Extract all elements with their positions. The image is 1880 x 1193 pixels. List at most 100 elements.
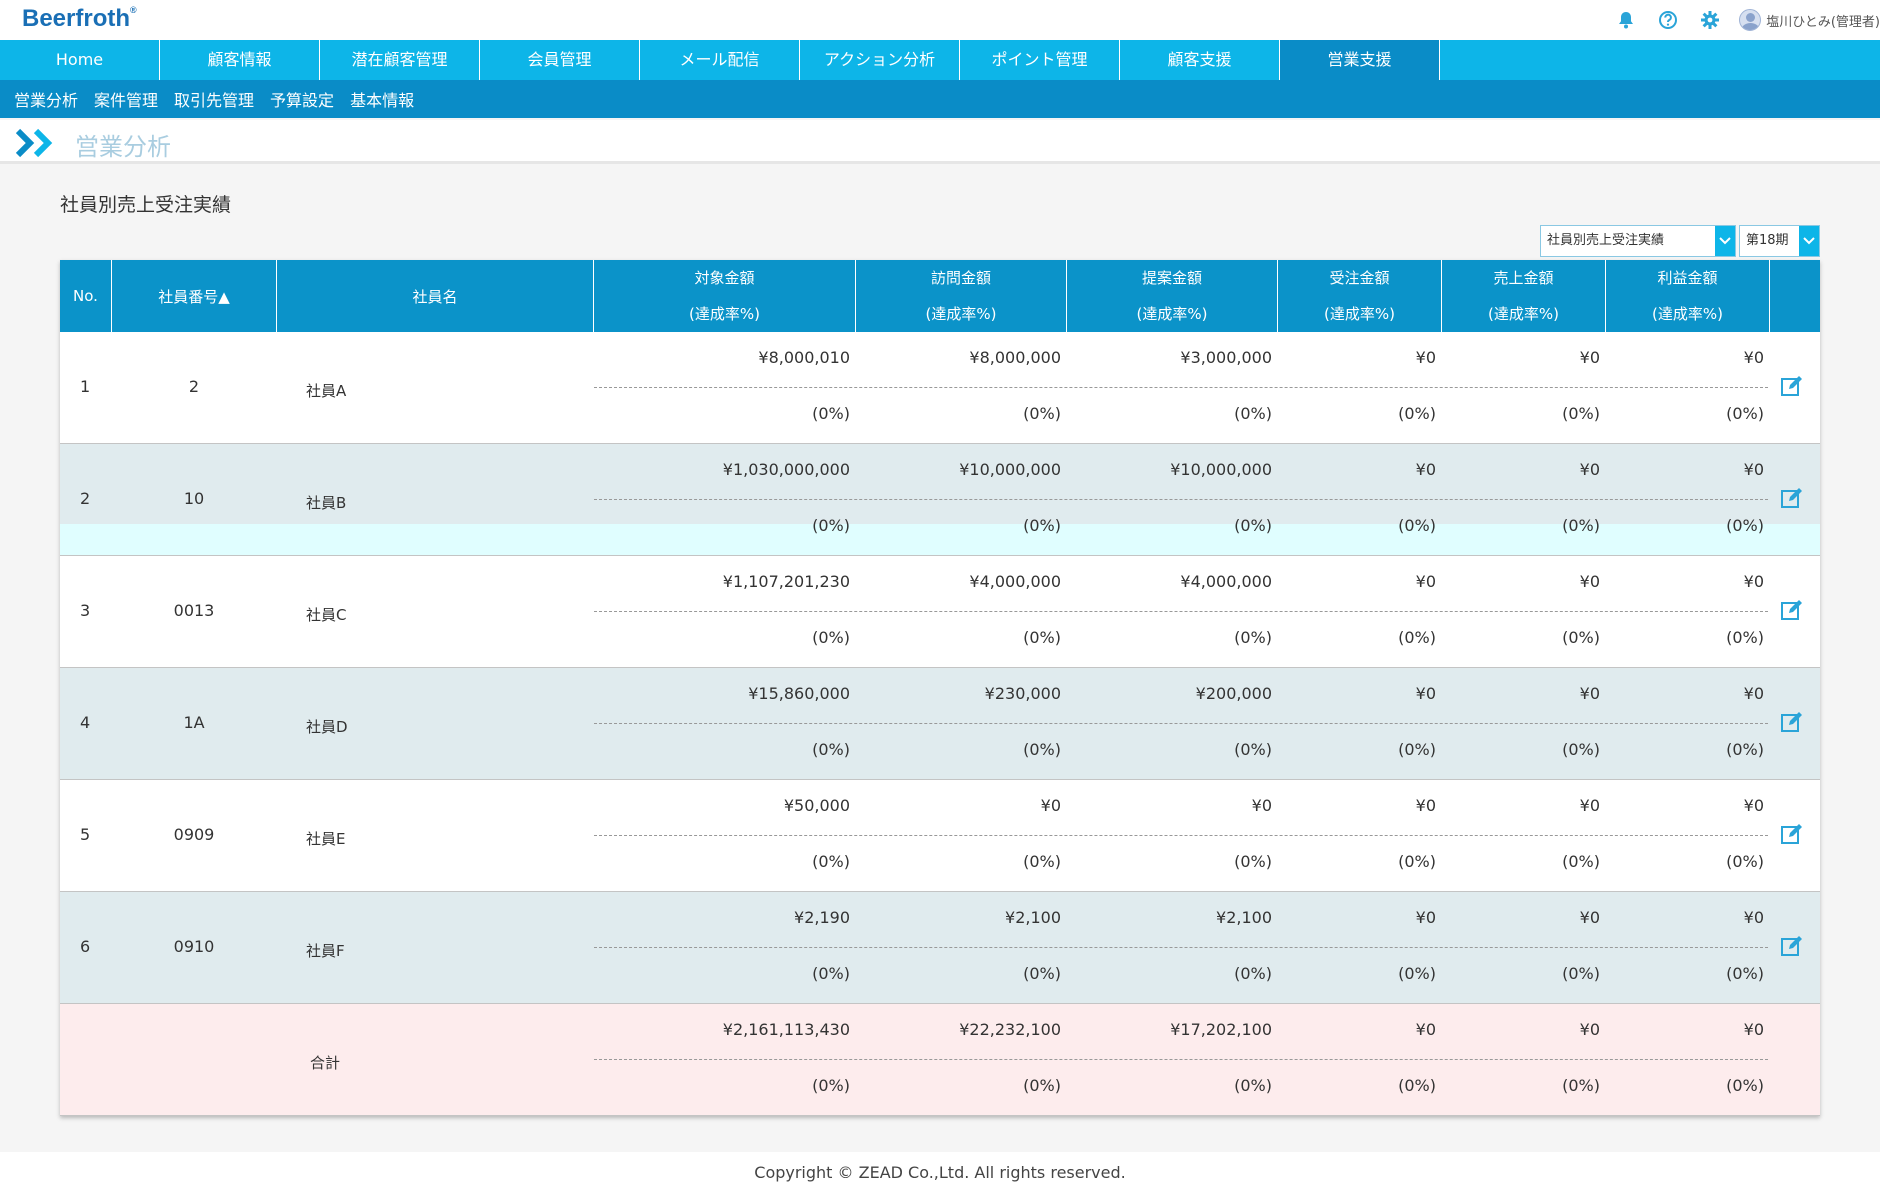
amount-cell: ¥8,000,000 (969, 348, 1061, 367)
amount-cell: ¥10,000,000 (959, 460, 1061, 479)
rate-cell: (0%) (1562, 1076, 1600, 1095)
col-target-amount: 対象金額 (達成率%) (594, 260, 856, 332)
nav-member-management[interactable]: 会員管理 (480, 40, 640, 80)
edit-icon[interactable] (1780, 710, 1804, 734)
rate-cell: (0%) (1562, 740, 1600, 759)
top-bar: Beerfroth® 塩川ひとみ(管理者) (0, 0, 1880, 40)
nav-customer-info[interactable]: 顧客情報 (160, 40, 320, 80)
amount-cell: ¥2,161,113,430 (722, 1020, 850, 1039)
table-row[interactable]: 5 0909 社員E ¥50,000 (0%) ¥0 (0%) ¥0 (0%) ¥0 (0%) ¥0 (… (60, 780, 1820, 892)
amount-cell: ¥2,100 (1216, 908, 1272, 927)
double-chevron-right-icon (15, 128, 58, 162)
row-number: 4 (80, 713, 91, 732)
col-employee-name: 社員名 (277, 260, 594, 332)
amount-cell: ¥0 (1579, 572, 1600, 591)
subnav-basic-info[interactable]: 基本情報 (350, 91, 415, 110)
rate-cell: (0%) (1562, 404, 1600, 423)
table-row[interactable]: 4 1A 社員D ¥15,860,000 (0%) ¥230,000 (0%) ¥200,00… (60, 668, 1820, 780)
amount-cell: ¥0 (1040, 796, 1061, 815)
rate-cell: (0%) (812, 404, 850, 423)
subnav-deal-management[interactable]: 案件管理 (94, 91, 159, 110)
row-divider (594, 947, 1768, 948)
rate-cell: (0%) (1023, 404, 1061, 423)
rate-cell: (0%) (1398, 404, 1436, 423)
employee-number: 1A (183, 713, 205, 732)
rate-cell: (0%) (1234, 1076, 1272, 1095)
amount-cell: ¥0 (1579, 1020, 1600, 1039)
logo[interactable]: Beerfroth® (22, 5, 137, 32)
nav-customer-support[interactable]: 顧客支援 (1120, 40, 1280, 80)
user-menu[interactable]: 塩川ひとみ(管理者) (1739, 9, 1880, 31)
rate-cell: (0%) (1726, 1076, 1764, 1095)
report-type-select[interactable]: 社員別売上受注実績 (1540, 225, 1736, 257)
amount-cell: ¥0 (1579, 348, 1600, 367)
table-row[interactable]: 2 10 社員B ¥1,030,000,000 (0%) ¥10,000,000 (0%) ¥… (60, 444, 1820, 556)
rate-cell: (0%) (1562, 516, 1600, 535)
total-label: 合計 (310, 1054, 341, 1072)
table-row[interactable]: 3 0013 社員C ¥1,107,201,230 (0%) ¥4,000,000 (0%)… (60, 556, 1820, 668)
rate-cell: (0%) (1023, 852, 1061, 871)
rate-cell: (0%) (1398, 740, 1436, 759)
edit-icon[interactable] (1780, 822, 1804, 846)
amount-cell: ¥1,030,000,000 (722, 460, 850, 479)
subnav-sales-analysis[interactable]: 営業分析 (14, 91, 79, 110)
amount-cell: ¥0 (1415, 796, 1436, 815)
edit-icon[interactable] (1780, 374, 1804, 398)
col-sales-amount: 売上金額 (達成率%) (1442, 260, 1606, 332)
rate-cell: (0%) (1234, 964, 1272, 983)
nav-mail-delivery[interactable]: メール配信 (640, 40, 800, 80)
section-title: 社員別売上受注実績 (60, 194, 232, 216)
nav-prospect-management[interactable]: 潜在顧客管理 (320, 40, 480, 80)
edit-icon[interactable] (1780, 486, 1804, 510)
rate-cell: (0%) (1023, 740, 1061, 759)
employee-number: 2 (188, 377, 200, 396)
help-icon[interactable] (1655, 7, 1681, 33)
gear-icon[interactable] (1697, 7, 1723, 33)
amount-cell: ¥0 (1579, 684, 1600, 703)
employee-number: 0910 (173, 937, 215, 956)
amount-cell: ¥0 (1415, 348, 1436, 367)
edit-icon[interactable] (1780, 598, 1804, 622)
rate-cell: (0%) (812, 628, 850, 647)
amount-cell: ¥0 (1251, 796, 1272, 815)
row-number: 1 (80, 377, 91, 396)
bell-icon[interactable] (1613, 7, 1639, 33)
amount-cell: ¥0 (1743, 572, 1764, 591)
table-header: No. 社員番号▲ 社員名 対象金額 (達成率%) 訪問金額 (達成率%) 提案金額… (60, 260, 1820, 332)
rate-cell: (0%) (1234, 404, 1272, 423)
amount-cell: ¥8,000,010 (758, 348, 850, 367)
row-number: 2 (80, 489, 91, 508)
rate-cell: (0%) (1234, 628, 1272, 647)
period-select[interactable]: 第18期 (1739, 225, 1820, 257)
amount-cell: ¥0 (1579, 796, 1600, 815)
chevron-down-icon (1715, 226, 1735, 256)
amount-cell: ¥17,202,100 (1170, 1020, 1272, 1039)
main-nav: Home 顧客情報 潜在顧客管理 会員管理 メール配信 アクション分析 ポイント… (0, 40, 1880, 80)
rate-cell: (0%) (1726, 964, 1764, 983)
employee-number: 10 (183, 489, 205, 508)
amount-cell: ¥200,000 (1195, 684, 1272, 703)
user-name: 塩川ひとみ(管理者) (1766, 14, 1880, 30)
rate-cell: (0%) (1234, 740, 1272, 759)
rate-cell: (0%) (812, 1076, 850, 1095)
nav-sales-support[interactable]: 営業支援 (1280, 40, 1440, 80)
amount-cell: ¥3,000,000 (1180, 348, 1272, 367)
table-row[interactable]: 1 2 社員A ¥8,000,010 (0%) ¥8,000,000 (0%) ¥3,000,… (60, 332, 1820, 444)
table-row[interactable]: 6 0910 社員F ¥2,190 (0%) ¥2,100 (0%) ¥2,100 (0%) ¥0… (60, 892, 1820, 1004)
sales-table: No. 社員番号▲ 社員名 対象金額 (達成率%) 訪問金額 (達成率%) 提案金額… (60, 260, 1820, 1116)
col-edit (1770, 260, 1820, 332)
subnav-client-management[interactable]: 取引先管理 (174, 91, 255, 110)
nav-action-analysis[interactable]: アクション分析 (800, 40, 960, 80)
nav-home[interactable]: Home (0, 40, 160, 80)
edit-icon[interactable] (1780, 934, 1804, 958)
col-employee-number[interactable]: 社員番号▲ (112, 260, 277, 332)
rate-cell: (0%) (1398, 628, 1436, 647)
col-no: No. (60, 260, 112, 332)
employee-name: 社員F (306, 942, 345, 960)
rate-cell: (0%) (1398, 1076, 1436, 1095)
rate-cell: (0%) (1726, 852, 1764, 871)
row-divider (594, 723, 1768, 724)
subnav-budget-settings[interactable]: 予算設定 (270, 91, 335, 110)
row-divider (594, 611, 1768, 612)
nav-point-management[interactable]: ポイント管理 (960, 40, 1120, 80)
